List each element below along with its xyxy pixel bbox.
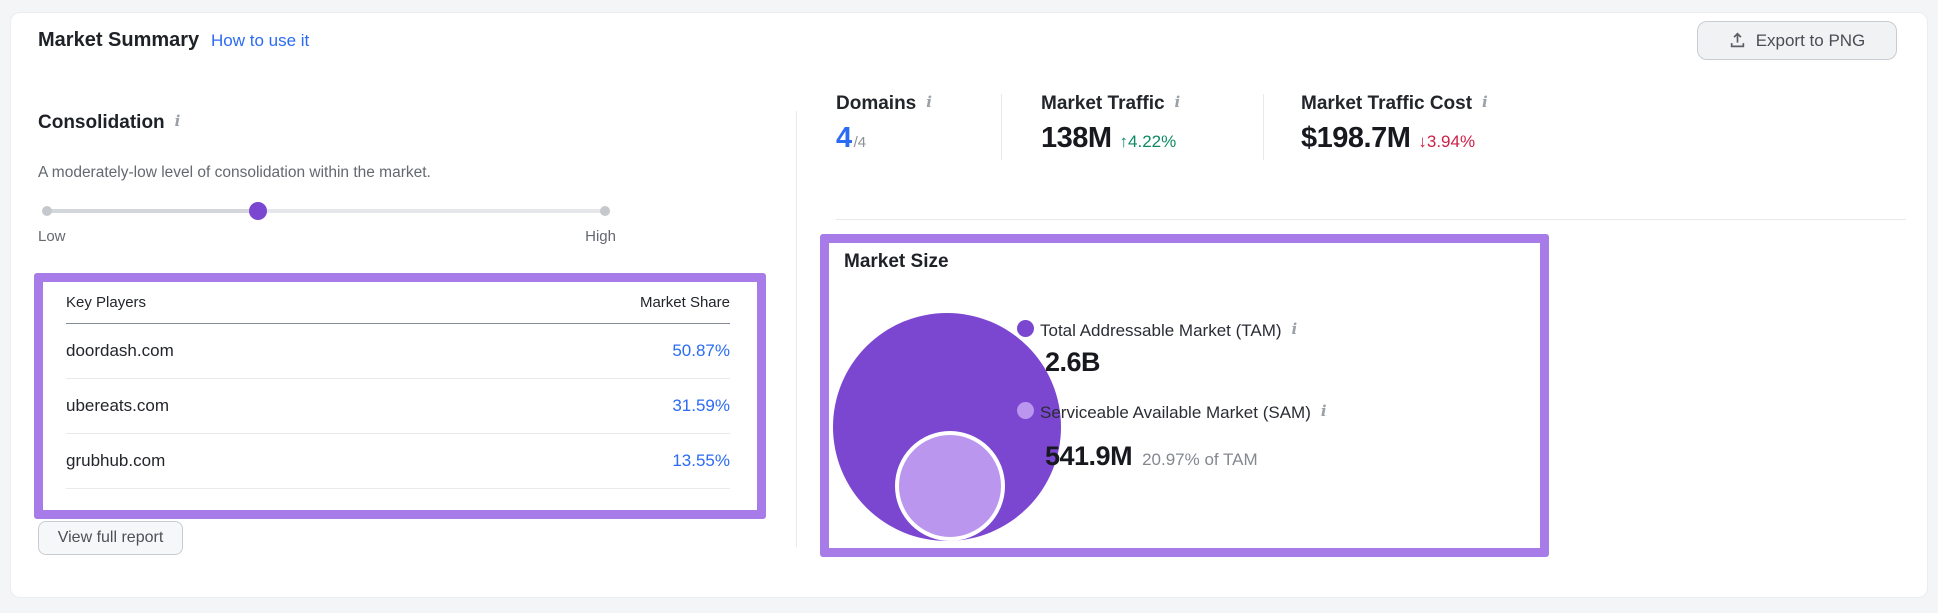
info-icon[interactable]: i: [1320, 402, 1327, 420]
how-to-use-link[interactable]: How to use it: [211, 31, 310, 50]
domain-cell: ubereats.com: [66, 396, 169, 415]
slider-track-filled: [44, 209, 258, 213]
slider-low-label: Low: [38, 228, 66, 245]
info-icon[interactable]: i: [1174, 93, 1181, 111]
tam-legend-dot: [1017, 320, 1034, 337]
sam-legend-dot: [1017, 402, 1034, 419]
market-size-title: Market Size: [844, 251, 949, 272]
stat-divider: [1263, 94, 1264, 160]
sam-legend-label: Serviceable Available Market (SAM) i: [1040, 402, 1327, 422]
info-icon[interactable]: i: [926, 93, 932, 111]
table-row: ubereats.com 31.59%: [66, 379, 730, 434]
sam-percent-of-tam: 20.97% of TAM: [1142, 450, 1258, 469]
slider-labels: Low High: [38, 228, 616, 245]
tam-legend-label: Total Addressable Market (TAM) i: [1040, 320, 1298, 340]
stat-divider: [1001, 94, 1002, 160]
consolidation-slider[interactable]: [42, 202, 610, 220]
table-row: grubhub.com 13.55%: [66, 434, 730, 489]
table-header-row: Key Players Market Share: [66, 282, 730, 324]
market-traffic-value: 138M: [1041, 122, 1112, 154]
slider-low-endpoint: [42, 206, 52, 216]
sam-value: 541.9M 20.97% of TAM: [1045, 441, 1258, 471]
domains-value: 4: [836, 122, 852, 154]
info-icon[interactable]: i: [1482, 93, 1488, 111]
stat-market-traffic: Market Traffic i 138M ↑4.22%: [1041, 93, 1180, 155]
export-to-png-button[interactable]: Export to PNG: [1697, 21, 1897, 60]
key-players-table: Key Players Market Share doordash.com 50…: [43, 282, 757, 510]
stat-market-traffic-cost: Market Traffic Cost i $198.7M ↓3.94%: [1301, 93, 1488, 155]
consolidation-title: Consolidation i: [38, 112, 181, 133]
market-traffic-cost-value: $198.7M: [1301, 122, 1411, 154]
stat-domains: Domains i 4/4: [836, 93, 932, 155]
domain-cell: grubhub.com: [66, 451, 166, 470]
market-traffic-cost-change: ↓3.94%: [1418, 132, 1476, 151]
view-full-report-button[interactable]: View full report: [38, 521, 183, 555]
slider-high-label: High: [585, 228, 616, 245]
info-icon[interactable]: i: [1291, 320, 1298, 338]
market-size-highlight-box: Market Size Total Addressable Market (TA…: [820, 234, 1549, 557]
slider-handle[interactable]: [248, 202, 267, 220]
key-players-column-header: Key Players: [66, 294, 147, 311]
panel-divider: [796, 111, 797, 547]
key-players-highlight-box: Key Players Market Share doordash.com 50…: [34, 273, 766, 519]
market-summary-card: Market Summary How to use it Export to P…: [10, 12, 1928, 598]
market-traffic-change: ↑4.22%: [1119, 132, 1177, 151]
domains-total: /4: [853, 134, 867, 151]
stats-divider: [836, 219, 1906, 220]
table-row: doordash.com 50.87%: [66, 324, 730, 379]
slider-track[interactable]: [44, 209, 606, 213]
market-share-link[interactable]: 13.55%: [672, 451, 730, 470]
export-button-label: Export to PNG: [1755, 30, 1866, 50]
stat-label: Market Traffic Cost i: [1301, 93, 1488, 114]
stat-label: Domains i: [836, 93, 932, 114]
sam-bubble[interactable]: [895, 431, 1005, 541]
market-share-link[interactable]: 50.87%: [672, 341, 730, 360]
market-share-column-header: Market Share: [639, 294, 730, 311]
domain-cell: doordash.com: [66, 341, 174, 360]
slider-high-endpoint: [600, 206, 610, 216]
market-share-link[interactable]: 31.59%: [672, 396, 730, 415]
tam-value: 2.6B: [1045, 347, 1101, 377]
consolidation-description: A moderately-low level of consolidation …: [38, 164, 431, 181]
export-icon: [1729, 32, 1746, 49]
page-title: Market Summary: [38, 29, 200, 51]
stat-label: Market Traffic i: [1041, 93, 1181, 114]
info-icon[interactable]: i: [174, 112, 181, 130]
